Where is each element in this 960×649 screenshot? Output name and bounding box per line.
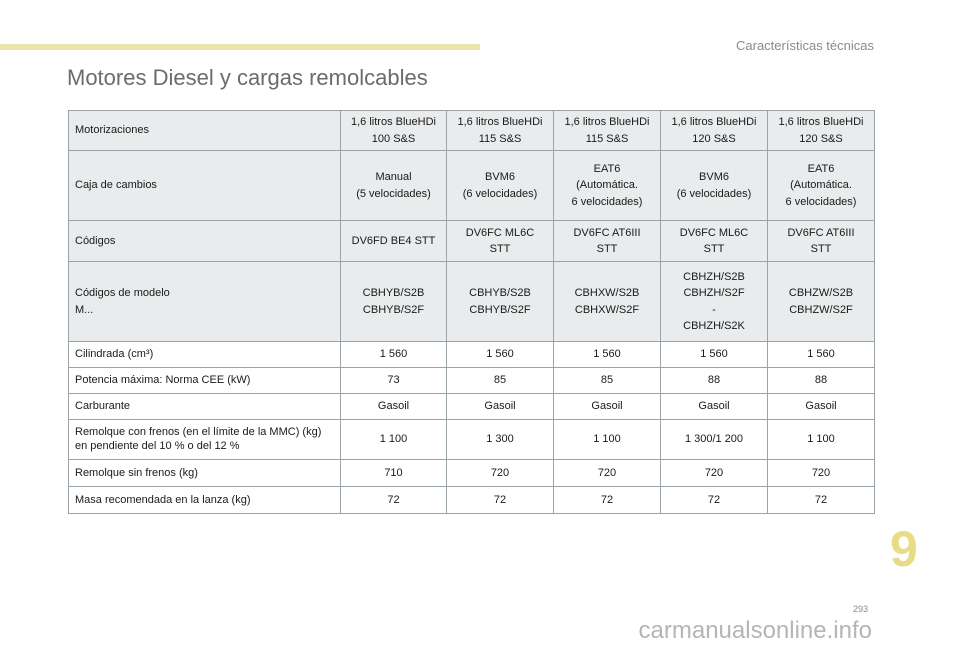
table-cell: EAT6 (Automática. 6 velocidades) bbox=[767, 150, 875, 221]
table-cell: 73 bbox=[340, 367, 447, 394]
table-cell: DV6FC ML6C STT bbox=[446, 220, 554, 262]
table-cell: 85 bbox=[446, 367, 554, 394]
table-cell: 85 bbox=[553, 367, 661, 394]
table-cell: 720 bbox=[660, 459, 768, 487]
table-cell: 88 bbox=[767, 367, 875, 394]
table-cell: 1 560 bbox=[340, 341, 447, 368]
row-label-motorizaciones: Motorizaciones bbox=[68, 110, 341, 151]
table-cell: DV6FC AT6III STT bbox=[553, 220, 661, 262]
table-cell: 1 560 bbox=[660, 341, 768, 368]
table-cell: 1 300/1 200 bbox=[660, 419, 768, 460]
table-cell: 1,6 litros BlueHDi 100 S&S bbox=[340, 110, 447, 151]
table-cell: DV6FC ML6C STT bbox=[660, 220, 768, 262]
row-label-carburante: Carburante bbox=[68, 393, 341, 420]
table-cell: CBHYB/S2B CBHYB/S2F bbox=[340, 261, 447, 342]
table-cell: Gasoil bbox=[660, 393, 768, 420]
table-cell: 720 bbox=[767, 459, 875, 487]
table-cell: Gasoil bbox=[553, 393, 661, 420]
table-cell: 1 100 bbox=[767, 419, 875, 460]
watermark: carmanualsonline.info bbox=[638, 617, 872, 644]
table-cell: BVM6 (6 velocidades) bbox=[446, 150, 554, 221]
engine-spec-table: Motorizaciones 1,6 litros BlueHDi 100 S&… bbox=[68, 110, 875, 514]
table-cell: 72 bbox=[340, 486, 447, 514]
table-cell: 1 560 bbox=[767, 341, 875, 368]
row-label-masa-recomendada: Masa recomendada en la lanza (kg) bbox=[68, 486, 341, 514]
header-section-title: Características técnicas bbox=[736, 38, 874, 53]
table-cell: EAT6 (Automática. 6 velocidades) bbox=[553, 150, 661, 221]
table-cell: 1 300 bbox=[446, 419, 554, 460]
table-cell: Gasoil bbox=[767, 393, 875, 420]
header-accent-bar bbox=[0, 44, 480, 50]
row-label-codigos-de-modelo: Códigos de modelo M... bbox=[68, 261, 341, 342]
table-cell: 1,6 litros BlueHDi 120 S&S bbox=[660, 110, 768, 151]
chapter-number: 9 bbox=[890, 521, 918, 577]
table-cell: 72 bbox=[446, 486, 554, 514]
row-label-remolque-sin-frenos: Remolque sin frenos (kg) bbox=[68, 459, 341, 487]
table-cell: 1,6 litros BlueHDi 115 S&S bbox=[446, 110, 554, 151]
table-cell: 1 560 bbox=[446, 341, 554, 368]
table-cell: Gasoil bbox=[446, 393, 554, 420]
table-cell: 720 bbox=[553, 459, 661, 487]
table-cell: DV6FC AT6III STT bbox=[767, 220, 875, 262]
table-cell: 1,6 litros BlueHDi 120 S&S bbox=[767, 110, 875, 151]
table-cell: CBHYB/S2B CBHYB/S2F bbox=[446, 261, 554, 342]
row-label-remolque-con-frenos: Remolque con frenos (en el límite de la … bbox=[68, 419, 341, 460]
row-label-potencia-maxima: Potencia máxima: Norma CEE (kW) bbox=[68, 367, 341, 394]
row-label-codigos: Códigos bbox=[68, 220, 341, 262]
table-cell: Gasoil bbox=[340, 393, 447, 420]
table-cell: 72 bbox=[767, 486, 875, 514]
table-cell: 720 bbox=[446, 459, 554, 487]
page-title: Motores Diesel y cargas remolcables bbox=[67, 65, 428, 90]
table-cell: BVM6 (6 velocidades) bbox=[660, 150, 768, 221]
table-cell: CBHZH/S2B CBHZH/S2F - CBHZH/S2K bbox=[660, 261, 768, 342]
row-label-caja-de-cambios: Caja de cambios bbox=[68, 150, 341, 221]
page-number: 293 bbox=[852, 604, 868, 614]
table-cell: Manual (5 velocidades) bbox=[340, 150, 447, 221]
table-cell: 88 bbox=[660, 367, 768, 394]
table-cell: 1,6 litros BlueHDi 115 S&S bbox=[553, 110, 661, 151]
table-cell: 72 bbox=[660, 486, 768, 514]
table-cell: 72 bbox=[553, 486, 661, 514]
table-cell: 710 bbox=[340, 459, 447, 487]
table-cell: 1 100 bbox=[340, 419, 447, 460]
table-cell: DV6FD BE4 STT bbox=[340, 220, 447, 262]
row-label-cilindrada: Cilindrada (cm³) bbox=[68, 341, 341, 368]
table-cell: CBHZW/S2B CBHZW/S2F bbox=[767, 261, 875, 342]
table-cell: CBHXW/S2B CBHXW/S2F bbox=[553, 261, 661, 342]
table-cell: 1 560 bbox=[553, 341, 661, 368]
table-cell: 1 100 bbox=[553, 419, 661, 460]
